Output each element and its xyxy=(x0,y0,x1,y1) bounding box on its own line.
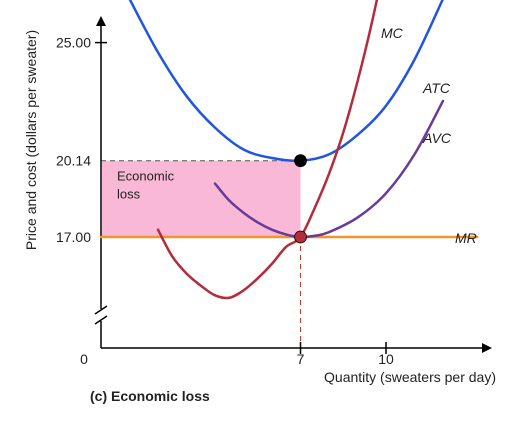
x-axis-arrow xyxy=(482,343,492,353)
points xyxy=(294,154,307,244)
curves xyxy=(99,0,479,300)
axis-break-mark xyxy=(94,305,108,315)
atc-label: ATC xyxy=(422,80,451,96)
axis-break-mark xyxy=(94,315,108,325)
axes xyxy=(94,16,492,353)
x-tick-label: 0 xyxy=(80,351,88,367)
avc-label: AVC xyxy=(422,130,452,146)
atc-curve xyxy=(128,0,444,163)
mc-label: MC xyxy=(381,25,404,41)
y-axis-title: Price and cost (dollars per sweater) xyxy=(23,30,39,250)
y-tick-label: 17.00 xyxy=(56,229,91,245)
y-axis-arrow xyxy=(96,16,106,26)
x-tick-label: 10 xyxy=(378,351,394,367)
y-tick-label: 25.00 xyxy=(56,35,91,51)
atc-min-point xyxy=(294,154,307,168)
economic-loss-label-line2: loss xyxy=(117,187,141,202)
y-tick-label: 20.14 xyxy=(56,153,91,169)
x-axis-title: Quantity (sweaters per day) xyxy=(324,369,496,385)
mr-mc-intersection-point xyxy=(294,230,307,244)
x-tick-label: 7 xyxy=(297,351,305,367)
mc-curve xyxy=(156,0,379,300)
economic-loss-label-line1: Economic xyxy=(117,169,175,184)
economic-loss-region xyxy=(102,160,301,237)
mr-label: MR xyxy=(455,230,477,246)
chart-caption: (c) Economic loss xyxy=(90,388,210,404)
